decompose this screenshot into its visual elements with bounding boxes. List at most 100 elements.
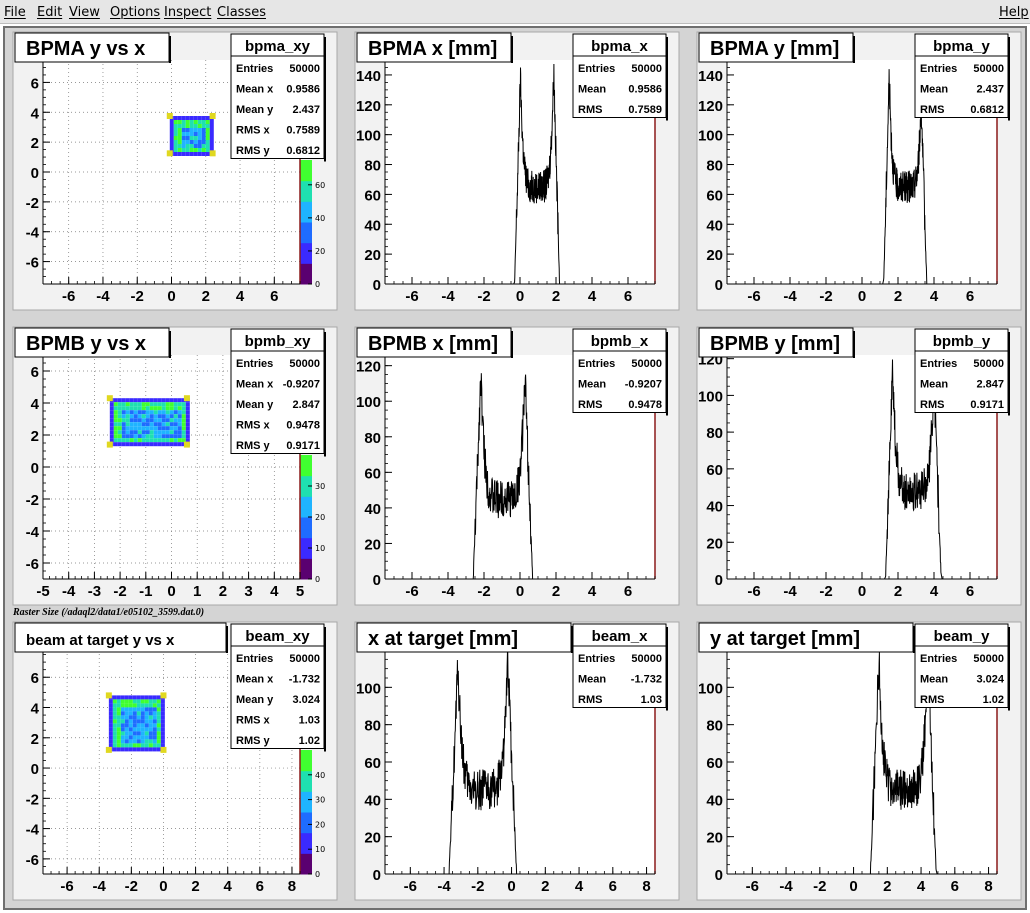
heatmap-cell <box>201 116 206 120</box>
stats-value: 50000 <box>631 653 662 665</box>
heatmap-cell <box>124 735 129 740</box>
menu-bar: File Edit View Options Inspect Classes H… <box>0 0 1030 24</box>
stats-label: Entries <box>578 358 615 370</box>
stats-label: Entries <box>920 358 957 370</box>
stats-box-shadow <box>1008 332 1010 416</box>
colorbar-segment <box>300 246 312 252</box>
stats-value: 0.9171 <box>970 399 1004 411</box>
heatmap-cell <box>201 144 206 148</box>
heatmap-cell <box>109 414 114 419</box>
heatmap-cell <box>160 707 165 712</box>
heatmap-cell <box>169 422 174 427</box>
colorbar-segment <box>300 778 312 784</box>
y-tick-label: 4 <box>31 701 40 718</box>
stats-box <box>230 623 325 749</box>
heatmap-cell <box>161 430 166 435</box>
heatmap-cell <box>120 743 125 748</box>
heatmap-cell <box>152 743 157 748</box>
heatmap-cell <box>149 410 154 415</box>
stats-box <box>914 33 1009 118</box>
x-tick-label: -3 <box>88 583 101 600</box>
heatmap-cell <box>173 410 178 415</box>
stats-label: Entries <box>920 63 957 75</box>
colorbar-segment <box>300 238 312 244</box>
heatmap-hot-corner <box>209 150 216 157</box>
colorbar-segment <box>300 795 312 801</box>
heatmap-cell <box>145 418 150 423</box>
y-tick-label: -2 <box>26 195 39 212</box>
heatmap-cell <box>148 735 153 740</box>
heatmap-cell <box>132 719 137 724</box>
heatmap-cell <box>121 402 126 407</box>
stats-value: 0.9478 <box>628 399 662 411</box>
heatmap-cell <box>109 418 114 423</box>
colorbar-tick-label: 0 <box>315 280 320 289</box>
heatmap-cell <box>140 715 145 720</box>
heatmap-cell <box>149 406 154 411</box>
heatmap-cell <box>145 402 150 407</box>
heatmap-cell <box>129 438 134 443</box>
heatmap-cell <box>109 406 114 411</box>
menu-classes[interactable]: Classes <box>217 5 266 20</box>
heatmap-cell <box>125 430 130 435</box>
heatmap-cell <box>108 731 113 736</box>
heatmap-cell <box>161 438 166 443</box>
heatmap-cell <box>129 434 134 439</box>
heatmap-cell <box>128 747 133 752</box>
heatmap-cell <box>136 739 141 744</box>
menu-edit[interactable]: Edit <box>37 5 63 20</box>
stats-title: bpma_y <box>933 38 990 55</box>
menu-options[interactable]: Options <box>110 5 161 20</box>
heatmap-cell <box>144 735 149 740</box>
y-tick-label: 60 <box>706 187 723 204</box>
heatmap-cell <box>120 735 125 740</box>
stats-label: Mean <box>920 674 948 686</box>
heatmap-cell <box>173 136 178 140</box>
menu-file[interactable]: File <box>4 5 26 20</box>
y-tick-label: 6 <box>31 75 39 92</box>
menu-view[interactable]: View <box>69 5 100 20</box>
menu-inspect[interactable]: Inspect <box>164 5 212 20</box>
heatmap-cell <box>181 398 186 403</box>
heatmap-cell <box>113 410 118 415</box>
colorbar-segment <box>300 832 312 838</box>
heatmap-cell <box>120 731 125 736</box>
chart-title: BPMA x [mm] <box>368 38 497 60</box>
heatmap-cell <box>144 739 149 744</box>
heatmap-cell <box>133 398 138 403</box>
heatmap-cell <box>144 719 149 724</box>
heatmap-cell <box>209 124 214 128</box>
heatmap-cell <box>132 723 137 728</box>
colorbar-segment <box>300 791 312 796</box>
colorbar-segment <box>300 471 312 477</box>
heatmap-cell <box>173 128 178 132</box>
colorbar-segment <box>300 488 312 493</box>
heatmap-cell <box>189 144 194 148</box>
heatmap-cell <box>177 132 182 136</box>
heatmap-cell <box>145 414 150 419</box>
x-tick-label: 2 <box>883 878 891 895</box>
heatmap-cell <box>152 699 157 704</box>
heatmap-cell <box>113 426 118 431</box>
heatmap-cell <box>117 442 122 447</box>
colorbar-segment <box>300 242 312 248</box>
heatmap-cell <box>177 116 182 120</box>
heatmap-cell <box>153 442 158 447</box>
y-tick-label: 20 <box>706 247 723 264</box>
stats-box-shadow <box>324 332 326 457</box>
heatmap-cell <box>197 152 202 156</box>
heatmap-cell <box>209 148 214 152</box>
menu-help[interactable]: Help <box>999 5 1029 20</box>
stats-label: RMS <box>578 399 602 411</box>
heatmap-cell <box>117 430 122 435</box>
colorbar-segment <box>300 188 312 194</box>
heatmap-cell <box>156 731 161 736</box>
heatmap-cell <box>132 735 137 740</box>
heatmap-cell <box>116 735 121 740</box>
heatmap-cell <box>157 402 162 407</box>
x-tick-label: 2 <box>894 583 902 600</box>
x-tick-label: 5 <box>296 583 304 600</box>
colorbar-tick-label: 20 <box>315 820 325 829</box>
heatmap-cell <box>120 707 125 712</box>
